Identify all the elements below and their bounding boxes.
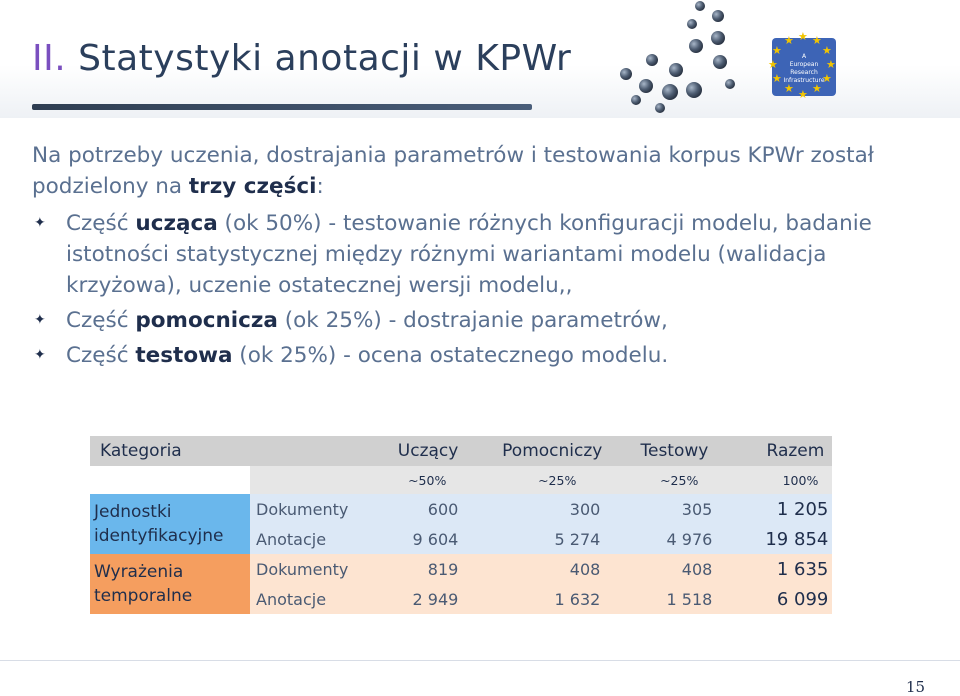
- section-number: II.: [32, 38, 67, 79]
- intro-emphasis: trzy części: [188, 174, 317, 199]
- logo-line2: European: [790, 61, 819, 68]
- table-row: Wyrażenia temporalne Dokumenty 819 408 4…: [90, 554, 833, 614]
- title-underline: [32, 104, 532, 110]
- table-row: Anotacje 9 604 5 274 4 976 19 854: [90, 524, 833, 554]
- svg-text:★: ★: [784, 82, 794, 95]
- header-total: Razem: [718, 436, 833, 466]
- statistics-table: Kategoria Uczący Pomocniczy Testowy Raze…: [90, 436, 833, 614]
- row-label: Dokumenty: [250, 494, 349, 524]
- svg-text:★: ★: [822, 72, 832, 85]
- logo-line1: A: [802, 53, 807, 60]
- svg-text:★: ★: [772, 72, 782, 85]
- svg-text:★: ★: [822, 44, 832, 57]
- bullet-diamond-icon: ✦: [34, 312, 46, 328]
- european-research-infrastructure-logo: ★ ★★ ★★★ ★★★ ★★★ A European Research Infr…: [768, 30, 836, 101]
- footer-divider: [0, 660, 960, 661]
- table-header-row: Kategoria Uczący Pomocniczy Testowy Raze…: [90, 436, 833, 466]
- svg-text:★: ★: [772, 44, 782, 57]
- row-label: Dokumenty: [250, 554, 349, 584]
- share-auxiliary: ~25%: [464, 466, 607, 494]
- svg-text:★: ★: [812, 82, 822, 95]
- category-cell: Wyrażenia temporalne: [90, 554, 250, 614]
- intro-paragraph: Na potrzeby uczenia, dostrajania paramet…: [32, 143, 874, 199]
- page-number: 15: [906, 678, 926, 696]
- bullet-list: ✦ Część ucząca (ok 50%) - testowanie róż…: [32, 208, 932, 371]
- table-row: Anotacje 2 949 1 632 1 518 6 099: [90, 584, 833, 614]
- svg-text:★: ★: [798, 30, 808, 43]
- bullet-diamond-icon: ✦: [34, 347, 46, 363]
- table-share-row: ~50% ~25% ~25% 100%: [90, 466, 833, 494]
- svg-text:★: ★: [812, 34, 822, 47]
- svg-text:★: ★: [826, 58, 836, 71]
- logo-line3: Research: [790, 69, 818, 76]
- share-training: ~50%: [348, 466, 465, 494]
- category-cell: Jednostki identyfikacyjne: [90, 494, 250, 554]
- svg-text:★: ★: [768, 58, 778, 71]
- bullet-item-auxiliary: ✦ Część pomocnicza (ok 25%) - dostrajani…: [32, 305, 932, 336]
- header-training: Uczący: [348, 436, 465, 466]
- row-label: Anotacje: [250, 524, 349, 554]
- bullet-item-training: ✦ Część ucząca (ok 50%) - testowanie róż…: [32, 208, 932, 301]
- header-category: Kategoria: [90, 436, 250, 466]
- row-label: Anotacje: [250, 584, 349, 614]
- logo-line4: Infrastructure: [783, 77, 824, 84]
- slide-title: II. Statystyki anotacji w KPWr: [32, 38, 571, 79]
- share-test: ~25%: [606, 466, 719, 494]
- table-row: Jednostki identyfikacyjne Dokumenty 600 …: [90, 494, 833, 554]
- share-total: 100%: [718, 466, 833, 494]
- bullet-diamond-icon: ✦: [34, 215, 46, 231]
- title-text: Statystyki anotacji w KPWr: [78, 38, 572, 79]
- header-test: Testowy: [606, 436, 719, 466]
- slide-body: Na potrzeby uczenia, dostrajania paramet…: [32, 140, 932, 375]
- header-auxiliary: Pomocniczy: [464, 436, 607, 466]
- svg-text:★: ★: [784, 34, 794, 47]
- svg-text:★: ★: [798, 88, 808, 101]
- bullet-item-test: ✦ Część testowa (ok 25%) - ocena ostatec…: [32, 340, 932, 371]
- decorative-dots-icon: [620, 1, 735, 113]
